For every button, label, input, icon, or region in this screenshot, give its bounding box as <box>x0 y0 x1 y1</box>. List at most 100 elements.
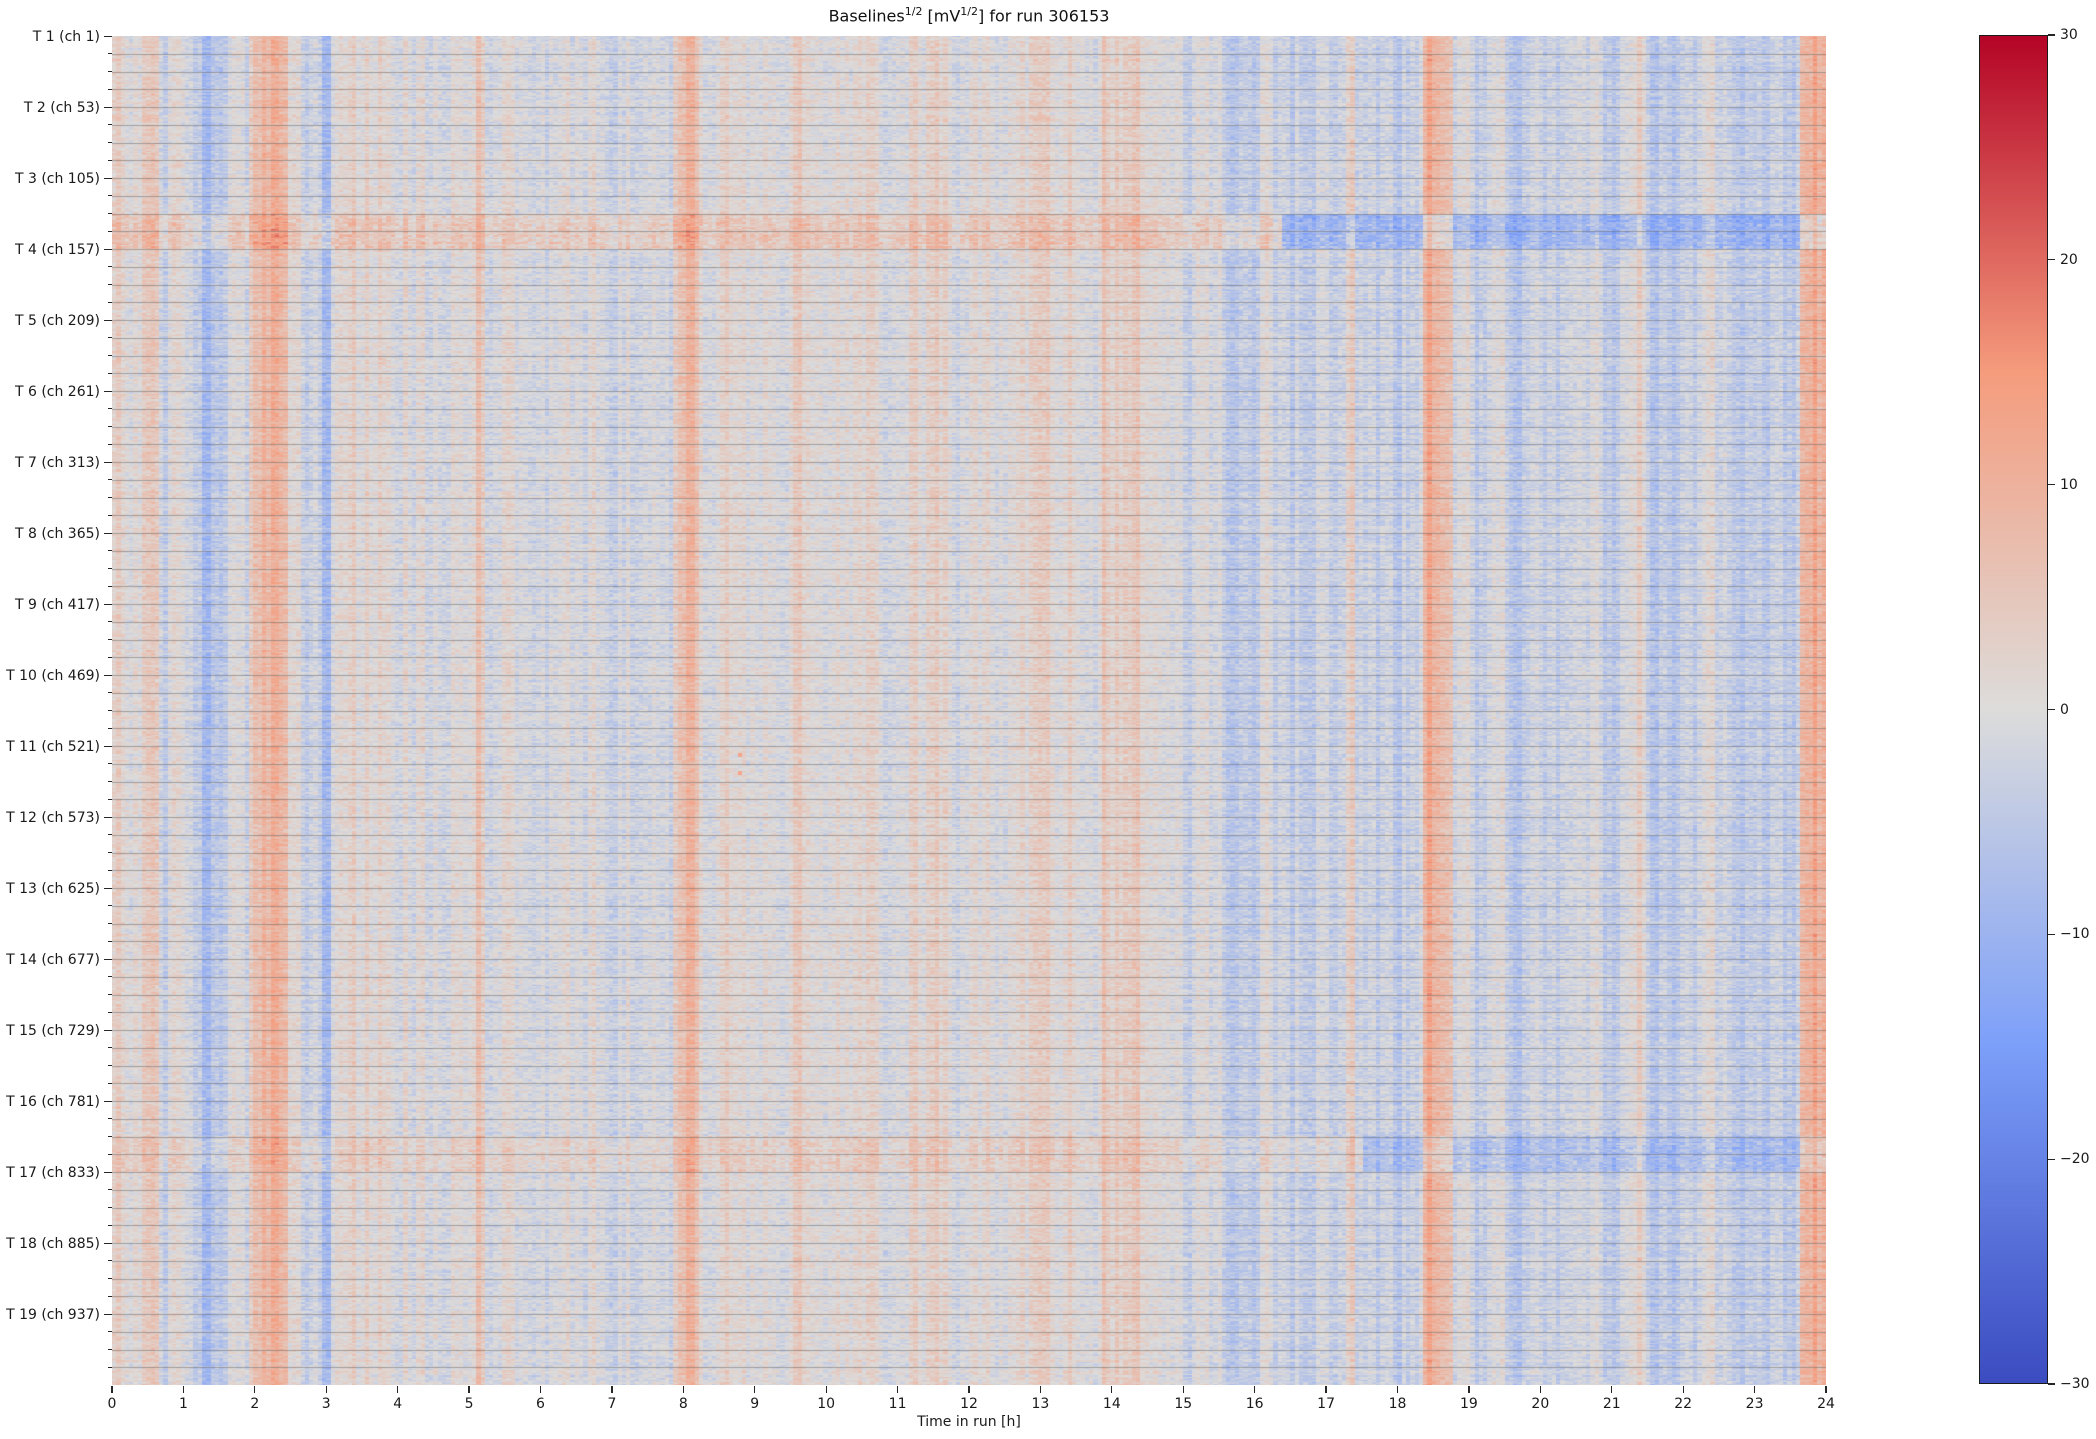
y-minor-tick <box>107 692 112 694</box>
y-tick-label: T 3 (ch 105) <box>14 170 100 187</box>
title-superscript: 1/2 <box>960 5 978 18</box>
x-tick-label: 16 <box>1245 1396 1264 1412</box>
x-tick-label: 13 <box>1031 1396 1050 1412</box>
x-tick <box>968 1386 970 1393</box>
y-minor-tick <box>107 88 112 90</box>
y-minor-tick <box>107 1153 112 1155</box>
y-tick <box>104 391 112 393</box>
y-minor-tick <box>107 798 112 800</box>
y-tick <box>104 675 112 677</box>
y-tick <box>104 107 112 109</box>
title-text: Baselines <box>828 6 905 26</box>
x-tick <box>1825 1386 1827 1393</box>
x-tick <box>1539 1386 1541 1393</box>
y-minor-tick <box>107 1135 112 1138</box>
x-tick <box>325 1386 327 1393</box>
x-tick-label: 3 <box>321 1396 331 1412</box>
x-tick <box>182 1386 185 1393</box>
y-tick <box>104 888 112 890</box>
y-tick <box>104 320 112 322</box>
x-tick-label: 2 <box>250 1396 260 1412</box>
colorbar-tick-label: 30 <box>2060 27 2078 43</box>
y-minor-tick <box>107 1047 112 1049</box>
y-minor-tick <box>107 1260 112 1262</box>
y-minor-tick <box>107 514 112 516</box>
x-tick <box>1611 1386 1613 1393</box>
chart-title: Baselines1/2 [mV1/2] for run 306153 <box>112 5 1826 25</box>
y-minor-tick <box>107 141 112 144</box>
y-tick <box>104 959 112 961</box>
x-axis-label: Time in run [h] <box>917 1414 1021 1430</box>
y-minor-tick <box>107 621 112 623</box>
y-tick <box>104 604 112 606</box>
y-minor-tick <box>107 212 112 215</box>
y-minor-tick <box>107 408 112 410</box>
y-minor-tick <box>107 1118 112 1120</box>
y-minor-tick <box>107 1011 112 1013</box>
x-tick-label: 4 <box>393 1396 403 1412</box>
x-tick-label: 18 <box>1388 1396 1407 1412</box>
y-minor-tick <box>107 976 112 978</box>
colorbar-tick-label: 20 <box>2060 251 2078 268</box>
y-minor-tick <box>107 1064 112 1067</box>
y-tick <box>104 533 112 535</box>
x-tick-label: 8 <box>678 1396 688 1412</box>
x-tick-label: 22 <box>1674 1396 1693 1412</box>
x-tick-label: 14 <box>1102 1396 1121 1412</box>
x-tick <box>539 1386 542 1393</box>
y-minor-tick <box>107 1189 112 1191</box>
y-tick-label: T 2 (ch 53) <box>23 99 100 116</box>
y-minor-tick <box>107 763 112 765</box>
y-tick <box>104 1243 112 1245</box>
x-tick <box>611 1386 613 1393</box>
y-minor-tick <box>107 940 112 942</box>
y-minor-tick <box>107 834 112 836</box>
y-tick-label: T 4 (ch 157) <box>14 241 100 258</box>
y-minor-tick <box>107 1206 112 1209</box>
y-tick-label: T 12 (ch 573) <box>6 809 100 826</box>
y-tick <box>104 1314 112 1316</box>
y-minor-tick <box>107 993 112 996</box>
x-tick-label: 21 <box>1602 1396 1621 1412</box>
x-tick-label: 9 <box>750 1396 760 1412</box>
x-tick <box>1039 1386 1042 1393</box>
x-tick <box>682 1386 684 1393</box>
y-minor-tick <box>107 1082 112 1084</box>
x-tick <box>1682 1386 1684 1393</box>
y-tick <box>104 1101 112 1103</box>
y-minor-tick <box>107 1224 112 1226</box>
y-tick <box>104 746 112 748</box>
y-minor-tick <box>107 1331 112 1333</box>
y-tick-label: T 14 (ch 677) <box>6 951 100 968</box>
y-tick <box>104 1172 112 1174</box>
y-tick-label: T 10 (ch 469) <box>6 667 100 684</box>
y-minor-tick <box>107 354 112 357</box>
x-tick-label: 6 <box>536 1396 545 1412</box>
y-tick-label: T 13 (ch 625) <box>6 880 100 897</box>
x-tick <box>1753 1386 1756 1393</box>
y-minor-tick <box>107 922 112 925</box>
x-tick-label: 7 <box>607 1396 617 1412</box>
y-minor-tick <box>107 905 112 907</box>
y-minor-tick <box>107 53 112 55</box>
y-minor-tick <box>107 851 112 854</box>
y-minor-tick <box>107 159 112 161</box>
y-tick-label: T 8 (ch 365) <box>14 525 100 542</box>
y-minor-tick <box>107 709 112 712</box>
y-minor-tick <box>107 266 112 268</box>
y-minor-tick <box>107 1366 112 1368</box>
y-minor-tick <box>107 1295 112 1297</box>
y-minor-tick <box>107 780 112 783</box>
colorbar <box>1979 35 2048 1384</box>
x-tick-label: 24 <box>1817 1396 1835 1412</box>
y-minor-tick <box>107 230 112 232</box>
y-tick-label: T 16 (ch 781) <box>6 1093 100 1110</box>
y-minor-tick <box>107 372 112 374</box>
y-tick <box>104 36 112 38</box>
x-tick <box>1254 1386 1256 1393</box>
x-tick <box>111 1386 113 1393</box>
colorbar-tick <box>2048 34 2055 36</box>
x-tick <box>896 1386 899 1393</box>
colorbar-tick <box>2048 1158 2055 1160</box>
